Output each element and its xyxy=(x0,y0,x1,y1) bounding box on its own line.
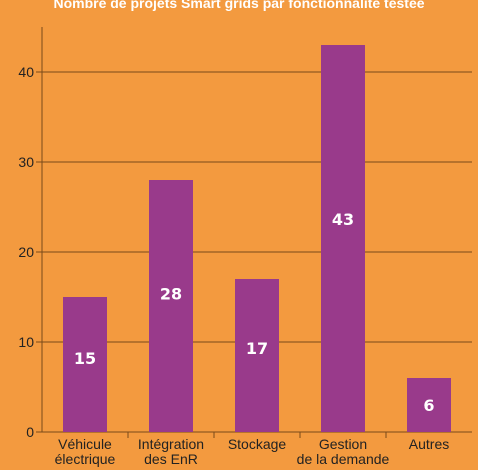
category-label: Gestion de la demande xyxy=(297,436,390,467)
category-label: Véhicule électrique xyxy=(55,436,116,467)
bar-4 xyxy=(407,378,451,432)
bar-1 xyxy=(149,180,193,432)
category-label-line: Autres xyxy=(409,436,449,452)
axes: 0 10 20 30 40 xyxy=(18,27,472,440)
y-tick-label: 30 xyxy=(18,154,34,170)
labels: 15 Véhicule électrique 28 Intégration des EnR… xyxy=(55,210,450,467)
grid-lines xyxy=(42,71,472,343)
data-label: 6 xyxy=(423,396,434,415)
category-label-line: Véhicule xyxy=(58,436,112,452)
bar-2 xyxy=(235,279,279,432)
category-label: Stockage xyxy=(228,436,287,452)
y-tick-label: 0 xyxy=(26,424,34,440)
data-label: 15 xyxy=(74,349,96,368)
category-label-line: des EnR xyxy=(144,451,198,467)
category-label: Autres xyxy=(409,436,449,452)
data-label: 43 xyxy=(332,210,354,229)
bar-3 xyxy=(321,45,365,432)
y-tick-label: 40 xyxy=(18,64,34,80)
category-label-line: Intégration xyxy=(138,436,204,452)
y-tick-label: 10 xyxy=(18,334,34,350)
category-label: Intégration des EnR xyxy=(138,436,204,467)
category-label-line: Stockage xyxy=(228,436,287,452)
bars xyxy=(63,45,451,432)
chart-title: Nombre de projets Smart grids par foncti… xyxy=(53,0,424,11)
category-label-line: Gestion xyxy=(319,436,367,452)
bar-0 xyxy=(63,297,107,432)
data-label: 28 xyxy=(160,284,182,303)
data-label: 17 xyxy=(246,339,268,358)
category-label-line: électrique xyxy=(55,451,116,467)
y-tick-label: 20 xyxy=(18,244,34,260)
category-label-line: de la demande xyxy=(297,451,390,467)
